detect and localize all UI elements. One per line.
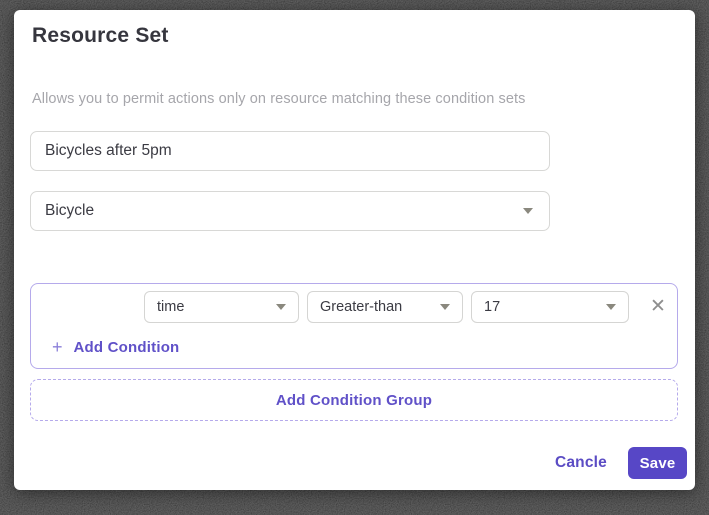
add-condition-label: Add Condition bbox=[73, 338, 180, 356]
save-button[interactable]: Save bbox=[628, 447, 687, 479]
condition-row: time Greater-than 17 ✕ bbox=[144, 291, 670, 323]
chevron-down-icon bbox=[440, 304, 450, 310]
condition-attribute-select[interactable]: time bbox=[144, 291, 299, 323]
chevron-down-icon bbox=[523, 208, 533, 214]
resource-set-name-input[interactable] bbox=[30, 131, 550, 171]
chevron-down-icon bbox=[276, 304, 286, 310]
resource-type-select[interactable]: Bicycle bbox=[30, 191, 550, 231]
chevron-down-icon bbox=[606, 304, 616, 310]
resource-set-dialog: Resource Set Allows you to permit action… bbox=[14, 10, 695, 490]
condition-operator-select[interactable]: Greater-than bbox=[307, 291, 463, 323]
condition-value-select[interactable]: 17 bbox=[471, 291, 629, 323]
resource-type-select-value: Bicycle bbox=[45, 202, 95, 219]
condition-operator-value: Greater-than bbox=[320, 299, 403, 315]
condition-value: 17 bbox=[484, 299, 501, 315]
dialog-description: Allows you to permit actions only on res… bbox=[32, 91, 526, 107]
condition-group: time Greater-than 17 ✕ + Add Condition bbox=[30, 283, 678, 369]
plus-icon: + bbox=[52, 337, 63, 357]
add-condition-group-button[interactable]: Add Condition Group bbox=[30, 379, 678, 421]
condition-attribute-value: time bbox=[157, 299, 185, 315]
cancel-button[interactable]: Cancle bbox=[554, 454, 607, 471]
add-condition-button[interactable]: + Add Condition bbox=[52, 338, 179, 356]
close-icon: ✕ bbox=[650, 296, 666, 317]
dialog-title: Resource Set bbox=[32, 24, 169, 47]
dialog-footer: Cancle Save bbox=[555, 447, 687, 479]
remove-condition-button[interactable]: ✕ bbox=[646, 295, 670, 319]
